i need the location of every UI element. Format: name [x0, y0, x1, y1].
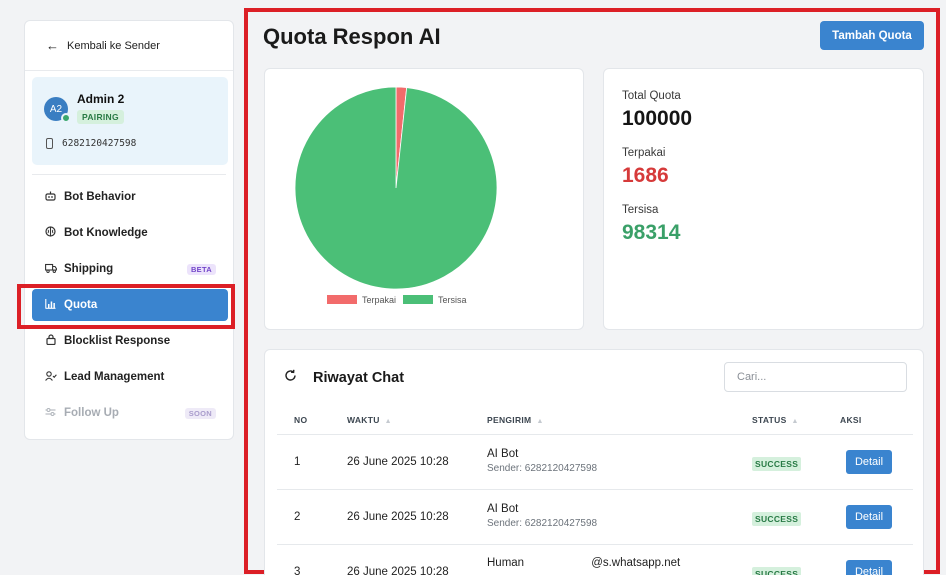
- chat-history-title: Riwayat Chat: [313, 370, 405, 386]
- table-row: 1 26 June 2025 10:28 AI Bot Sender: 6282…: [277, 434, 913, 489]
- sort-icon: ▲: [536, 418, 544, 425]
- bar-chart-icon: [45, 298, 56, 312]
- online-status-dot: [61, 113, 71, 123]
- used-quota-value: 1686: [622, 164, 669, 187]
- profile-name: Admin 2: [77, 92, 125, 106]
- refresh-icon[interactable]: [284, 369, 297, 385]
- legend-label: Terpakai: [362, 295, 396, 305]
- arrow-left-icon: ←: [46, 38, 59, 53]
- sidebar-item-blocklist-response[interactable]: Blocklist Response: [32, 325, 228, 357]
- detail-button[interactable]: Detail: [846, 450, 892, 474]
- add-quota-button[interactable]: Tambah Quota: [820, 21, 924, 50]
- back-label: Kembali ke Sender: [67, 39, 160, 52]
- lock-icon: [45, 334, 56, 348]
- search-input[interactable]: [724, 362, 907, 392]
- row-sender-number: Sender: 6282120427598: [487, 518, 598, 529]
- quota-pie-chart: Terpakai Tersisa: [294, 86, 498, 305]
- redacted-number: [527, 557, 591, 569]
- used-quota-label: Terpakai: [622, 147, 666, 159]
- row-no: 3: [294, 566, 301, 575]
- user-check-icon: [45, 370, 57, 384]
- column-header-pengirim[interactable]: PENGIRIM ▲: [487, 415, 544, 425]
- quota-chart-card: Terpakai Tersisa: [264, 68, 584, 330]
- sliders-icon: [45, 407, 56, 420]
- profile-card: A2 Admin 2 PAIRING 6282120427598: [32, 77, 228, 165]
- pie-slice-tersisa[interactable]: [294, 86, 498, 290]
- remaining-quota-label: Tersisa: [622, 204, 659, 216]
- row-no: 1: [294, 456, 301, 468]
- remaining-quota-value: 98314: [622, 221, 681, 244]
- sidebar-menu: Bot Behavior Bot Knowledge Shipping BETA…: [32, 181, 228, 433]
- page-title: Quota Respon AI: [263, 24, 441, 49]
- row-time: 26 June 2025 10:28: [347, 456, 449, 468]
- row-sender: AI Bot: [487, 503, 519, 515]
- quota-highlight-frame: [17, 284, 235, 329]
- column-header-waktu[interactable]: WAKTU ▲: [347, 415, 392, 425]
- sidebar-item-bot-knowledge[interactable]: Bot Knowledge: [32, 217, 228, 249]
- status-badge: SUCCESS: [752, 512, 802, 526]
- divider: [32, 174, 226, 175]
- row-sender-suffix: @s.whatsapp.net: [591, 557, 681, 569]
- column-header-aksi: AKSI: [840, 415, 862, 425]
- detail-button[interactable]: Detail: [846, 560, 892, 575]
- detail-button[interactable]: Detail: [846, 505, 892, 529]
- row-sender: AI Bot: [487, 448, 519, 460]
- back-to-sender-link[interactable]: ← Kembali ke Sender: [25, 21, 233, 71]
- status-badge: SUCCESS: [752, 457, 802, 471]
- sidebar-item-quota[interactable]: Quota: [32, 289, 228, 321]
- row-time: 26 June 2025 10:28: [347, 566, 449, 575]
- robot-icon: [45, 191, 56, 204]
- table-row: 2 26 June 2025 10:28 AI Bot Sender: 6282…: [277, 489, 913, 544]
- table-row: 3 26 June 2025 10:28 Human @s.whatsapp.n…: [277, 544, 913, 575]
- beta-badge: BETA: [186, 264, 216, 275]
- avatar: A2: [44, 97, 71, 123]
- truck-icon: [45, 263, 57, 276]
- phone-icon: [46, 138, 53, 149]
- row-time: 26 June 2025 10:28: [347, 511, 449, 523]
- chat-history-card: Riwayat Chat NO WAKTU▲ PENGIRIM▲ STATUS▲…: [264, 349, 924, 575]
- brain-icon: [45, 226, 56, 240]
- profile-phone: 6282120427598: [46, 138, 136, 149]
- sidebar-item-follow-up: Follow Up SOON: [32, 397, 228, 429]
- column-header-no: NO: [294, 415, 308, 425]
- legend-item-tersisa[interactable]: Tersisa: [403, 295, 467, 305]
- row-no: 2: [294, 511, 301, 523]
- sidebar-item-shipping[interactable]: Shipping BETA: [32, 253, 228, 285]
- legend-swatch: [403, 295, 433, 304]
- row-sender-number: Sender: 6282120427598: [487, 463, 598, 474]
- total-quota-value: 100000: [622, 107, 693, 130]
- sidebar-item-lead-management[interactable]: Lead Management: [32, 361, 228, 393]
- legend-label: Tersisa: [438, 295, 467, 305]
- column-header-status[interactable]: STATUS ▲: [752, 415, 799, 425]
- pairing-badge: PAIRING: [77, 110, 124, 124]
- sidebar: ← Kembali ke Sender A2 Admin 2 PAIRING 6…: [24, 20, 234, 440]
- total-quota-label: Total Quota: [622, 90, 681, 102]
- status-badge: SUCCESS: [752, 567, 802, 575]
- legend-swatch: [327, 295, 357, 304]
- row-sender: Human @s.whatsapp.net: [487, 557, 681, 569]
- quota-stats-card: Total Quota 100000 Terpakai 1686 Tersisa…: [603, 68, 924, 330]
- soon-badge: SOON: [184, 408, 216, 419]
- sidebar-item-bot-behavior[interactable]: Bot Behavior: [32, 181, 228, 213]
- legend-item-terpakai[interactable]: Terpakai: [327, 295, 396, 305]
- sort-icon: ▲: [791, 418, 799, 425]
- sort-icon: ▲: [384, 418, 392, 425]
